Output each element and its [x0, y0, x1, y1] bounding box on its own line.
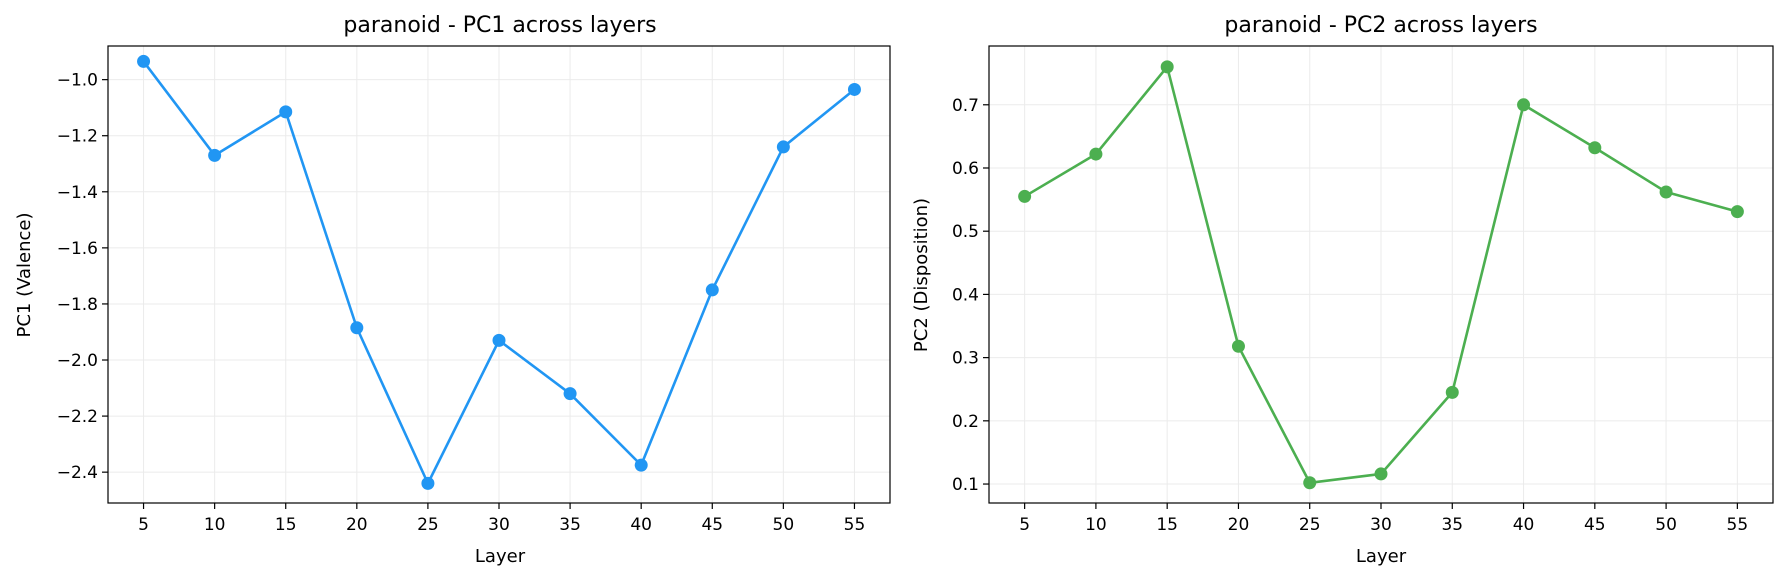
y-axis-label: PC1 (Valence): [14, 212, 35, 337]
chart-title: paranoid - PC1 across layers: [343, 13, 656, 38]
x-tick-label: 5: [1019, 515, 1030, 535]
y-tick-label: −2.0: [57, 351, 98, 371]
data-point: [1659, 185, 1673, 199]
data-point: [705, 283, 719, 297]
y-tick-label: 0.3: [952, 349, 979, 369]
x-tick-label: 10: [204, 515, 226, 535]
y-tick-label: −1.8: [57, 295, 98, 315]
x-axis-label: Layer: [1356, 546, 1407, 567]
x-tick-label: 35: [1441, 515, 1463, 535]
y-tick-label: 0.7: [952, 96, 979, 116]
data-point: [1374, 467, 1388, 481]
pc1-chart: paranoid - PC1 across layers Layer PC1 (…: [14, 13, 891, 567]
x-tick-label: 45: [1584, 515, 1606, 535]
y-tick-label: 0.2: [952, 412, 979, 432]
x-tick-label: 20: [346, 515, 368, 535]
x-tick-label: 50: [1655, 515, 1677, 535]
x-tick-label: 25: [1299, 515, 1321, 535]
y-tick-label: 0.5: [952, 222, 979, 242]
data-point: [1231, 339, 1245, 353]
y-axis-label: PC2 (Disposition): [911, 198, 932, 352]
data-point: [634, 458, 648, 472]
data-point: [279, 105, 293, 119]
data-point: [1445, 385, 1459, 399]
data-point: [1160, 60, 1174, 74]
data-point: [421, 476, 435, 490]
data-point: [776, 140, 790, 154]
y-tick-label: −1.6: [57, 239, 98, 259]
data-point: [1588, 141, 1602, 155]
x-tick-label: 5: [138, 515, 149, 535]
pc2-chart: paranoid - PC2 across layers Layer PC2 (…: [911, 13, 1774, 567]
y-tick-label: 0.1: [952, 475, 979, 495]
y-tick-label: 0.6: [952, 159, 979, 179]
chart-title: paranoid - PC2 across layers: [1224, 13, 1537, 38]
y-tick-label: 0.4: [952, 285, 979, 305]
y-tick-label: −1.0: [57, 71, 98, 91]
x-tick-label: 35: [559, 515, 581, 535]
x-tick-label: 25: [417, 515, 439, 535]
x-tick-label: 40: [630, 515, 652, 535]
y-tick-label: −2.2: [57, 407, 98, 427]
x-tick-label: 30: [488, 515, 510, 535]
data-point: [1303, 476, 1317, 490]
y-tick-label: −1.2: [57, 127, 98, 147]
x-axis-label: Layer: [475, 546, 526, 567]
data-point: [1018, 189, 1032, 203]
data-point: [208, 148, 222, 162]
x-tick-label: 15: [1156, 515, 1178, 535]
x-tick-label: 20: [1228, 515, 1250, 535]
data-point: [1089, 147, 1103, 161]
y-tick-label: −1.4: [57, 183, 98, 203]
data-point: [1517, 98, 1531, 112]
y-tick-label: −2.4: [57, 463, 98, 483]
data-point: [137, 54, 151, 68]
data-point: [492, 333, 506, 347]
x-tick-label: 30: [1370, 515, 1392, 535]
x-tick-label: 55: [844, 515, 866, 535]
x-tick-label: 50: [773, 515, 795, 535]
x-tick-label: 45: [701, 515, 723, 535]
x-tick-label: 15: [275, 515, 297, 535]
x-tick-label: 40: [1513, 515, 1535, 535]
x-tick-label: 10: [1085, 515, 1107, 535]
x-tick-label: 55: [1727, 515, 1749, 535]
data-point: [847, 82, 861, 96]
data-point: [563, 387, 577, 401]
data-point: [350, 321, 364, 335]
data-point: [1730, 205, 1744, 219]
